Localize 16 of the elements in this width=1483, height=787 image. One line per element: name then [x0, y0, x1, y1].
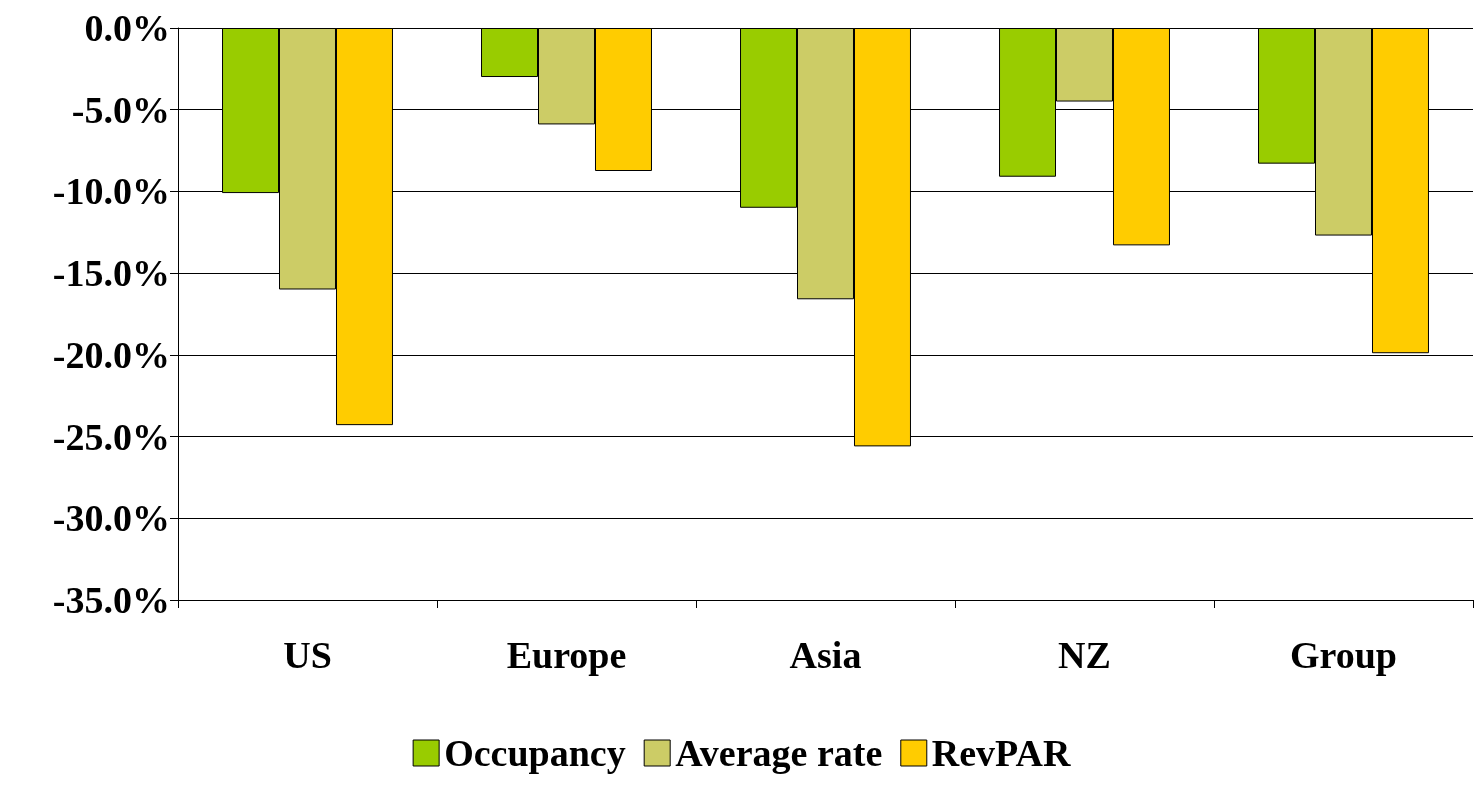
legend-label: Occupancy: [444, 732, 626, 774]
y-tick-label: -10.0%: [52, 170, 170, 213]
x-tick-label: NZ: [1058, 634, 1111, 676]
x-tick-label: US: [283, 634, 332, 676]
x-tick-label: Asia: [789, 634, 862, 676]
x-tick-label: Europe: [506, 634, 627, 676]
y-tick-label: -15.0%: [52, 252, 170, 295]
x-tick-label: Group: [1289, 634, 1398, 676]
y-tick-label: -30.0%: [52, 497, 170, 540]
y-tick-label: -20.0%: [52, 333, 170, 376]
legend-label: Average rate: [675, 732, 883, 774]
y-tick-label: -25.0%: [52, 415, 170, 458]
y-tick-label: -5.0%: [71, 88, 170, 131]
y-tick-label: 0.0%: [84, 7, 170, 49]
y-tick-label: -35.0%: [52, 579, 170, 621]
legend-label: RevPAR: [931, 732, 1071, 774]
